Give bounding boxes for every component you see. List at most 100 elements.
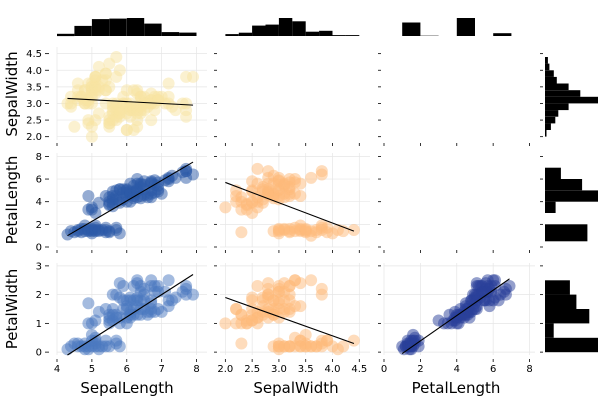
hist-top-bar-2-0 [402,23,420,37]
hist-right-bar-5-2 [545,309,589,323]
scatter-point-0-44 [93,107,105,119]
hist-right-bar-3-6 [545,90,580,97]
scatter-point-4-80 [294,277,306,289]
hist-right-bar-3-5 [545,97,598,104]
xtick-label-SepalLength-0: 4 [54,364,60,375]
scatter-point-1-12 [82,190,94,202]
ytick-label-PetalWidth-2: 2 [36,290,42,301]
scatter-point-4-16 [246,294,258,306]
scatter-point-4-21 [252,280,264,292]
scatter-point-0-96 [131,121,143,133]
scatter-point-0-127 [163,78,175,90]
hist-top-bar-0-4 [127,18,144,36]
hist-top-bar-1-3 [266,25,279,36]
xtick-label-SepalWidth-0: 2.0 [217,364,233,375]
xtick-label-SepalWidth-2: 3.0 [271,364,287,375]
hist-right-bar-3-11 [545,57,548,64]
hist-right-bar-3-9 [545,70,554,77]
xtick-label-PetalLength-3: 6 [490,364,496,375]
hist-top-bar-0-3 [109,19,126,36]
scatter-point-3-12 [82,297,94,309]
hist-top-bar-0-7 [179,33,196,36]
ylabel-SepalWidth: SepalWidth [3,51,21,136]
xtick-label-SepalWidth-1: 2.5 [244,364,260,375]
hist-right-bar-5-1 [545,323,554,337]
hist-right-bar-3-7 [545,84,569,91]
ytick-label-SepalWidth-2: 3.0 [26,99,42,110]
xtick-label-SepalLength-2: 6 [124,364,130,375]
scatter-point-4-94 [316,289,328,301]
hist-top-bar-1-1 [239,33,252,36]
ytick-label-PetalWidth-0: 0 [36,348,42,359]
hist-right-bar-5-4 [545,280,570,294]
ytick-label-SepalWidth-3: 3.5 [26,82,42,93]
hist-right-bar-3-8 [545,77,557,84]
scatter-point-4-87 [305,274,317,286]
scatter-point-2-4 [235,226,247,238]
hist-right-bar-3-3 [545,110,558,117]
scatter-point-2-80 [294,178,306,190]
hist-top-bar-1-8 [333,35,346,36]
ytick-label-PetalLength-2: 4 [36,197,42,208]
ytick-label-PetalLength-3: 6 [36,175,42,186]
scatter-point-3-96 [163,274,175,286]
xtick-label-SepalWidth-3: 3.5 [298,364,314,375]
hist-top-bar-1-6 [306,32,319,36]
hist-right-bar-4-2 [545,202,556,213]
scatter-point-0-53 [103,81,115,93]
hist-top-bar-2-3 [457,18,475,36]
hist-top-bar-1-7 [319,31,332,36]
scatter-point-2-21 [252,163,264,175]
hist-right-bar-4-3 [545,190,598,201]
ytick-label-SepalWidth-4: 4.0 [26,66,42,77]
scatter-point-4-99 [337,340,349,352]
xlabel-PetalLength: PetalLength [412,379,501,397]
hist-top-bar-1-5 [292,21,305,36]
hist-top-bar-0-0 [57,34,74,36]
hist-top-bar-1-2 [252,26,265,36]
xtick-label-PetalLength-0: 0 [381,364,387,375]
scatter-point-3-50 [117,280,129,292]
ytick-label-SepalWidth-0: 2.0 [26,132,42,143]
hist-top-bar-1-4 [279,18,292,36]
scatter-point-2-87 [305,172,317,184]
scatter-point-3-43 [114,340,126,352]
ylabel-PetalLength: PetalLength [3,156,21,245]
scatter-point-4-79 [294,300,306,312]
ytick-label-PetalLength-4: 8 [36,152,42,163]
xtick-label-PetalLength-4: 8 [526,364,532,375]
scatter-point-2-79 [294,190,306,202]
xtick-label-SepalWidth-4: 4.0 [325,364,341,375]
xtick-label-PetalLength-2: 4 [454,364,460,375]
scatter-point-2-94 [316,169,328,181]
hist-right-bar-5-3 [545,295,576,309]
hist-right-bar-3-1 [545,123,551,130]
xtick-label-SepalLength-3: 7 [158,364,164,375]
hist-top-bar-1-9 [346,35,359,36]
hist-top-bar-0-2 [92,19,109,36]
ytick-label-PetalWidth-1: 1 [36,319,42,330]
scatter-point-1-49 [114,227,126,239]
ylabel-PetalWidth: PetalWidth [3,269,21,350]
scatter-point-1-113 [187,169,199,181]
scatter-point-4-100 [348,335,360,347]
ytick-label-SepalWidth-1: 2.5 [26,116,42,127]
hist-top-bar-0-6 [162,32,179,36]
hist-right-bar-3-0 [545,130,547,137]
ytick-label-PetalLength-1: 2 [36,220,42,231]
xtick-label-SepalLength-4: 8 [193,364,199,375]
xlabel-SepalLength: SepalLength [80,379,173,397]
hist-top-bar-0-1 [74,26,91,36]
ytick-label-PetalLength-0: 0 [36,243,42,254]
scatter-point-3-105 [187,289,199,301]
hist-right-bar-3-10 [545,64,549,71]
scatter-point-4-0 [219,317,231,329]
hist-top-bar-0-5 [144,24,161,36]
hist-right-bar-4-5 [545,168,561,179]
scatter-point-0-136 [180,98,192,110]
scatter-point-0-137 [187,71,199,83]
hist-top-bar-1-0 [225,34,238,36]
hist-right-bar-4-4 [545,179,582,190]
